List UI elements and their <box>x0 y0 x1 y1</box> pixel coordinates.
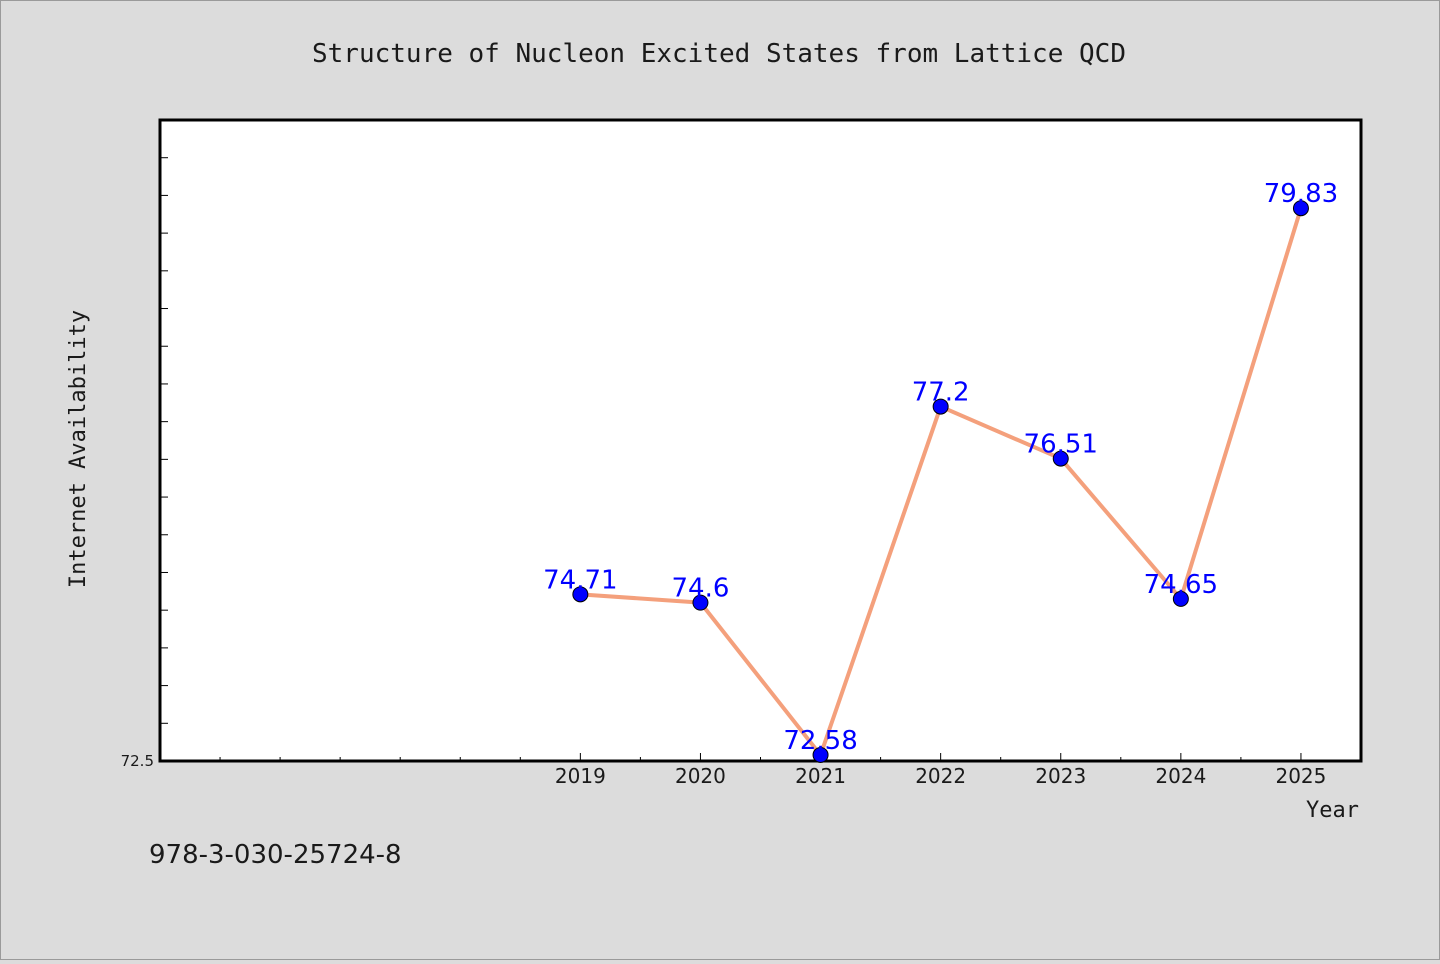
x-axis-ticks <box>159 753 1362 761</box>
data-point <box>932 398 949 415</box>
data-label: 76.51 <box>1024 430 1098 460</box>
isbn-footer: 978-3-030-25724-8 <box>149 840 402 870</box>
data-label: 74.6 <box>672 574 730 604</box>
x-axis-tick-labels: 2019 2020 2021 2022 2023 2024 2025 <box>555 764 1327 788</box>
data-point <box>1172 590 1189 607</box>
data-markers <box>572 200 1309 763</box>
y-axis-ticks <box>160 157 168 724</box>
x-tick-label: 2020 <box>675 764 726 788</box>
x-axis-label: Year <box>1306 798 1359 823</box>
data-label: 79.83 <box>1264 179 1338 209</box>
x-tick-label: 2024 <box>1155 764 1206 788</box>
data-point <box>1052 450 1069 467</box>
y-tick-label: 72.5 <box>121 752 154 770</box>
y-axis-label: Internet Availability <box>66 310 91 588</box>
plot-area <box>158 118 1363 763</box>
data-label: 72.58 <box>783 726 857 756</box>
x-tick-label: 2021 <box>795 764 846 788</box>
data-label: 77.2 <box>912 378 970 408</box>
data-point <box>692 594 709 611</box>
data-label: 74.71 <box>543 565 617 595</box>
x-tick-label: 2023 <box>1035 764 1086 788</box>
y-axis-tick-labels: 72.5 <box>121 752 154 770</box>
chart-title: Structure of Nucleon Excited States from… <box>312 39 1126 69</box>
x-tick-label: 2025 <box>1275 764 1326 788</box>
data-labels: 74.71 74.6 72.58 77.2 76.51 74.65 79.83 <box>543 179 1338 756</box>
data-point <box>1292 200 1309 217</box>
data-label: 74.65 <box>1144 570 1218 600</box>
x-tick-label: 2022 <box>915 764 966 788</box>
x-tick-label: 2019 <box>555 764 606 788</box>
data-point <box>572 586 589 603</box>
data-point <box>812 746 829 763</box>
